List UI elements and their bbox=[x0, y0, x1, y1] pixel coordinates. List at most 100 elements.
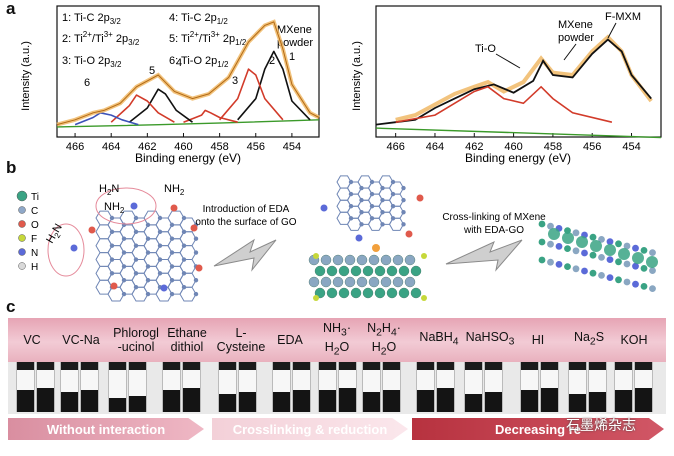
legend-atom-n bbox=[18, 248, 26, 256]
step1-text-2: onto the surface of GO bbox=[195, 217, 296, 228]
legend-4: 4: Ti-C 2p1/2 bbox=[169, 12, 228, 26]
legend-1: 1: Ti-C 2p3/2 bbox=[62, 12, 121, 26]
product-ti-atom bbox=[562, 232, 574, 244]
legend-label-n: N bbox=[31, 248, 38, 259]
vial-cap bbox=[383, 362, 400, 370]
vial bbox=[272, 362, 291, 412]
step2-text-2: with EDA-GO bbox=[463, 225, 524, 236]
label-ti-o: Ti-O bbox=[475, 43, 496, 55]
vial-cap bbox=[183, 362, 200, 370]
vial-cap bbox=[129, 362, 146, 370]
vial bbox=[588, 362, 607, 412]
vial bbox=[416, 362, 435, 412]
product-atom bbox=[589, 269, 597, 277]
c-atom bbox=[368, 276, 380, 288]
c-atom bbox=[320, 254, 332, 266]
product-atom bbox=[649, 285, 656, 292]
vial-cap bbox=[61, 362, 78, 370]
label-mxene-2: powder bbox=[558, 32, 594, 44]
carbon-atom bbox=[193, 236, 199, 241]
product-atom bbox=[538, 220, 546, 228]
xps-left-chart: Intensity (a.u.) Binding energy (eV) 466… bbox=[20, 5, 320, 165]
xtick-label: 460 bbox=[174, 141, 192, 153]
ti-atom bbox=[410, 287, 422, 299]
vial bbox=[338, 362, 357, 412]
reagent-label: Na2S bbox=[566, 319, 612, 361]
product-ti-atom bbox=[576, 236, 588, 248]
product-atom bbox=[572, 265, 580, 273]
xtick-label: 466 bbox=[386, 141, 404, 153]
legend-atom-ti bbox=[16, 190, 28, 202]
vial bbox=[634, 362, 653, 412]
component-ti-o-3-2 bbox=[183, 109, 238, 123]
vial-liquid bbox=[129, 396, 146, 412]
vial bbox=[568, 362, 587, 412]
component-ti23-1-2 bbox=[110, 94, 175, 123]
xps-right-xlabel: Binding energy (eV) bbox=[465, 151, 571, 165]
vial-liquid bbox=[569, 394, 586, 412]
xtick-label: 456 bbox=[247, 141, 265, 153]
vial-liquid bbox=[219, 394, 236, 412]
reagent-label: VC-Na bbox=[58, 319, 104, 361]
vial-cap bbox=[437, 362, 454, 370]
peak-number-6: 6 bbox=[84, 77, 90, 89]
category-crosslinking: Crosslinking & reduction bbox=[212, 418, 408, 440]
product-atom bbox=[555, 261, 563, 268]
vial-cap bbox=[417, 362, 434, 370]
vial bbox=[80, 362, 99, 412]
ti-atom bbox=[338, 265, 350, 277]
reagent-label: NaHSO3 bbox=[462, 319, 518, 361]
carbon-ring bbox=[388, 217, 405, 231]
functional-atom bbox=[88, 226, 96, 234]
vial-cap bbox=[273, 362, 290, 370]
reagent-line-2: dithiol bbox=[170, 340, 204, 354]
reagent-line-1: NaBH4 bbox=[419, 330, 459, 348]
vial-cap bbox=[363, 362, 380, 370]
vial-liquid bbox=[485, 392, 502, 412]
vial-cap bbox=[109, 362, 126, 370]
carbon-atom bbox=[193, 250, 199, 255]
reagent-label: NaBH4 bbox=[414, 319, 464, 361]
ti-atom bbox=[314, 265, 326, 277]
functional-atom bbox=[405, 230, 413, 238]
vial-liquid bbox=[163, 390, 180, 412]
legend-atom-h bbox=[18, 262, 26, 270]
xps-left-xlabel: Binding energy (eV) bbox=[135, 151, 241, 165]
vial-liquid bbox=[239, 392, 256, 412]
functional-atom bbox=[416, 194, 424, 202]
peak-number-4: 4 bbox=[176, 57, 182, 69]
vial-cap bbox=[615, 362, 632, 370]
product-atom bbox=[538, 238, 546, 246]
label-fmxm: F-MXM bbox=[605, 11, 641, 23]
product-ti-atom bbox=[632, 252, 644, 264]
vial-liquid bbox=[293, 390, 310, 412]
vial-liquid bbox=[109, 398, 126, 412]
arrow-step2 bbox=[445, 239, 523, 272]
vial-cap bbox=[81, 362, 98, 370]
reagent-line-1: VC bbox=[23, 333, 41, 347]
reagent-line-2: H2O bbox=[371, 340, 397, 358]
c-atom bbox=[392, 254, 404, 266]
vial bbox=[540, 362, 559, 412]
vial bbox=[484, 362, 503, 412]
reagent-line-1: Na2S bbox=[573, 330, 605, 348]
functional-atom bbox=[170, 204, 178, 212]
reagent-line-2: Cysteine bbox=[216, 340, 266, 354]
product-ti-atom bbox=[548, 228, 560, 240]
category-decreasing: Decreasing re bbox=[412, 418, 664, 440]
vial-cap bbox=[485, 362, 502, 370]
legend-label-f: F bbox=[31, 234, 37, 245]
legend-atom-c bbox=[18, 206, 26, 214]
vial-cap bbox=[293, 362, 310, 370]
nh2-label-3: NH2 bbox=[104, 201, 125, 215]
product-atom bbox=[606, 238, 614, 245]
c-atom bbox=[344, 254, 356, 266]
ti-atom bbox=[362, 287, 374, 299]
xps-right-curves bbox=[375, 34, 662, 139]
arrow-mxene bbox=[563, 43, 577, 61]
f-atom bbox=[313, 253, 319, 259]
vial-liquid bbox=[437, 388, 454, 412]
product-atom bbox=[632, 262, 639, 270]
product-atom bbox=[581, 249, 588, 257]
